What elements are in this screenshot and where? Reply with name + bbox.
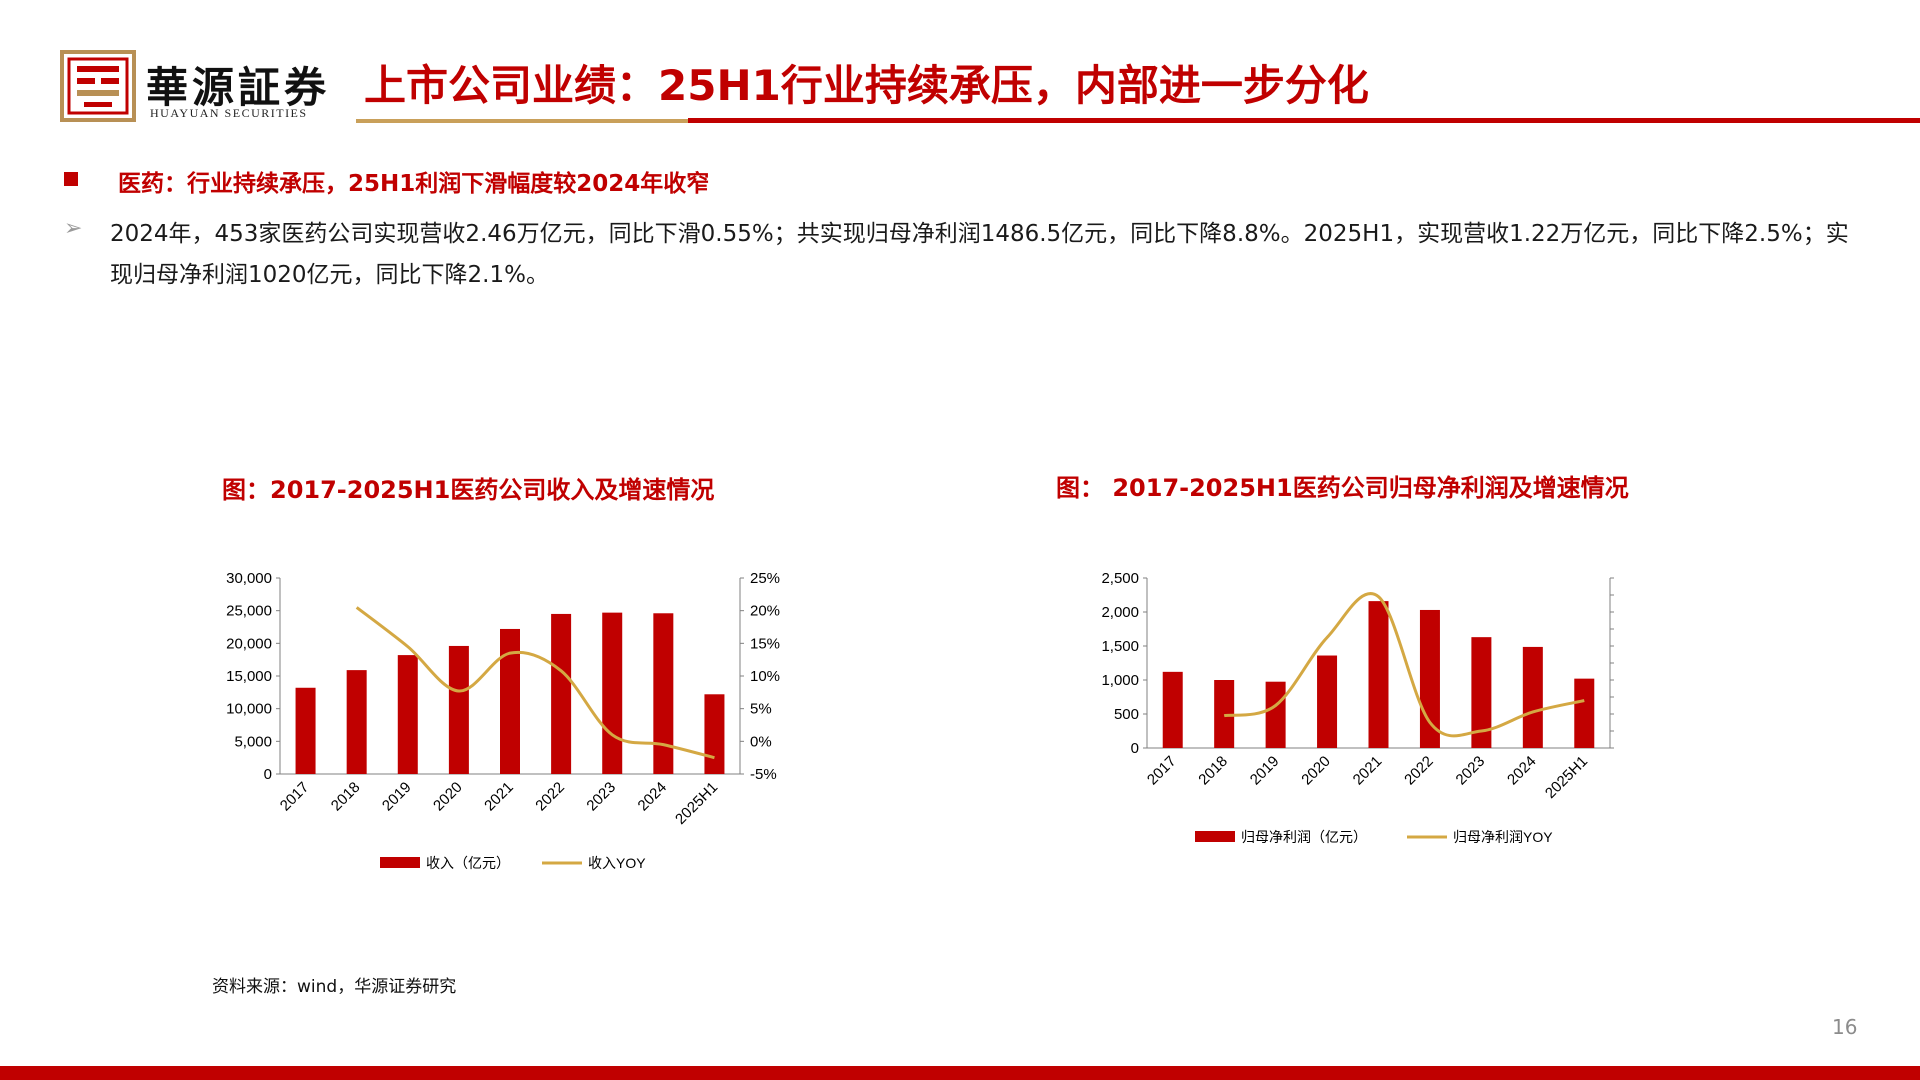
y-right-tick-label: 5% xyxy=(750,701,772,718)
bar-2023 xyxy=(602,612,623,774)
page-number: 16 xyxy=(1832,1015,1858,1039)
legend-bar-swatch xyxy=(1195,831,1235,842)
title-divider-red xyxy=(688,118,1920,123)
company-name: 華源証券 xyxy=(146,63,331,112)
bar-2025H1 xyxy=(704,694,725,774)
y-left-tick-label: 2,500 xyxy=(1101,570,1139,587)
legend-bar-label: 归母净利润（亿元） xyxy=(1241,829,1367,845)
x-tick-label: 2020 xyxy=(1298,753,1334,789)
section-bullet-square xyxy=(64,172,78,186)
chart2-title: 图： 2017-2025H1医药公司归母净利润及增速情况 xyxy=(1056,474,1629,502)
y-right-tick-label: -5% xyxy=(750,766,777,783)
x-tick-label: 2021 xyxy=(481,779,517,815)
x-tick-label: 2022 xyxy=(532,779,568,815)
y-right-tick-label: 10% xyxy=(750,668,780,685)
x-tick-label: 2018 xyxy=(1195,753,1231,789)
section-heading: 医药：行业持续承压，25H1利润下滑幅度较2024年收窄 xyxy=(118,171,710,197)
y-right-tick-label: 0% xyxy=(750,733,772,750)
bar-2025H1 xyxy=(1574,678,1595,748)
y-left-tick-label: 1,500 xyxy=(1101,638,1139,655)
y-left-tick-label: 30,000 xyxy=(226,570,272,587)
bar-2018 xyxy=(1214,680,1235,748)
bar-2018 xyxy=(346,670,367,774)
slide-title: 上市公司业绩：25H1行业持续承压，内部进一步分化 xyxy=(364,61,1369,110)
x-tick-label: 2019 xyxy=(379,779,415,815)
yoy-line xyxy=(1223,592,1585,738)
company-name-en: HUAYUAN SECURITIES xyxy=(150,106,308,120)
legend-line-label: 归母净利润YOY xyxy=(1453,829,1553,845)
revenue-chart: 30,000 25,000 20,000 15,000 10,000 5,000 0 25% 2… xyxy=(226,570,780,871)
y-left-tick-label: 25,000 xyxy=(226,603,272,620)
bar-2017 xyxy=(295,687,316,774)
company-logo-icon xyxy=(60,50,136,122)
bar-2021 xyxy=(500,628,520,774)
x-tick-label: 2018 xyxy=(328,779,364,815)
footer-bar xyxy=(0,1066,1920,1080)
bar-2020 xyxy=(448,645,469,774)
bar-2023 xyxy=(1471,637,1492,748)
x-tick-label: 2017 xyxy=(1144,753,1180,789)
bar-2024 xyxy=(653,613,674,774)
y-right-tick-label: 15% xyxy=(750,635,780,652)
x-tick-label: 2017 xyxy=(277,779,313,815)
y-left-tick-label: 0 xyxy=(264,766,272,783)
x-tick-label: 2025H1 xyxy=(672,779,721,828)
bar-2021 xyxy=(1368,601,1389,748)
x-tick-label: 2023 xyxy=(1453,753,1489,789)
y-left-tick-label: 20,000 xyxy=(226,635,272,652)
y-left-tick-label: 5,000 xyxy=(234,733,272,750)
x-tick-label: 2024 xyxy=(1504,753,1540,789)
yoy-line xyxy=(355,606,715,760)
legend-bar-swatch xyxy=(380,857,420,868)
legend-line-label: 收入YOY xyxy=(588,855,646,871)
arrow-bullet-icon: ➢ xyxy=(64,216,83,241)
x-tick-label: 2022 xyxy=(1401,753,1437,789)
y-left-tick-label: 500 xyxy=(1114,706,1139,723)
y-left-tick-label: 15,000 xyxy=(226,668,272,685)
x-tick-label: 2024 xyxy=(635,779,671,815)
bar-2020 xyxy=(1317,655,1338,748)
bar-2019 xyxy=(1265,681,1286,748)
bar-2019 xyxy=(397,655,418,774)
chart1-title: 图：2017-2025H1医药公司收入及增速情况 xyxy=(222,476,715,504)
y-left-tick-label: 0 xyxy=(1131,740,1139,757)
x-tick-label: 2023 xyxy=(583,779,619,815)
y-left-tick-label: 1,000 xyxy=(1101,672,1139,689)
summary-text: 2024年，453家医药公司实现营收2.46万亿元，同比下滑0.55%；共实现归… xyxy=(110,221,1849,288)
y-right-tick-label: 25% xyxy=(750,570,780,587)
source-note: 资料来源：wind，华源证券研究 xyxy=(212,977,457,997)
x-tick-label: 2025H1 xyxy=(1542,753,1591,802)
y-left-tick-label: 2,000 xyxy=(1101,604,1139,621)
bar-2022 xyxy=(551,613,572,774)
bar-2024 xyxy=(1522,646,1543,748)
net-profit-chart: 2,5002,0001,5001,000500070%60%50%40%30%2… xyxy=(1101,570,1614,845)
legend-bar-label: 收入（亿元） xyxy=(426,855,510,871)
y-left-tick-label: 10,000 xyxy=(226,701,272,718)
bar-2022 xyxy=(1419,609,1440,748)
x-tick-label: 2019 xyxy=(1247,753,1283,789)
x-tick-label: 2021 xyxy=(1350,753,1386,789)
y-right-tick-label: 20% xyxy=(750,603,780,620)
x-tick-label: 2020 xyxy=(430,779,466,815)
title-divider-gold xyxy=(356,119,688,123)
bar-2017 xyxy=(1162,671,1183,748)
